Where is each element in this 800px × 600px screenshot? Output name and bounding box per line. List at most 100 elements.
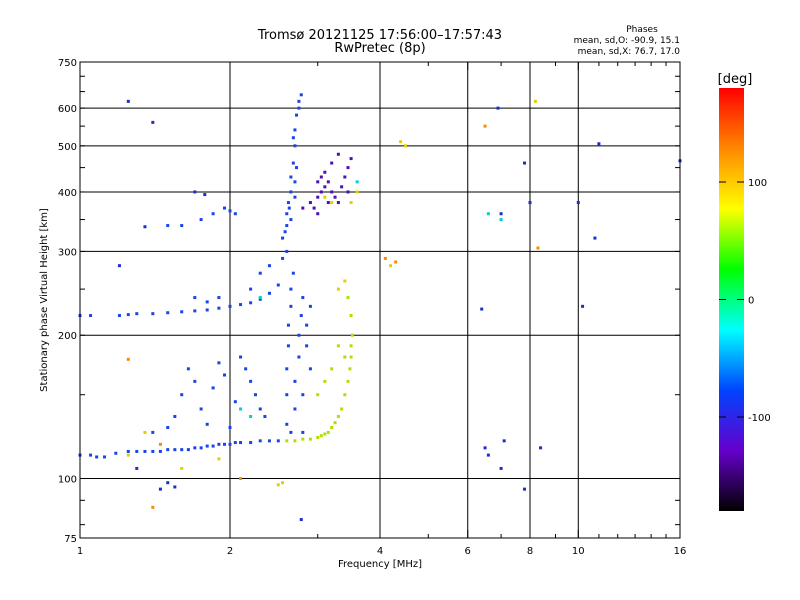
data-point [291, 271, 295, 275]
colorbar-ticks: 100 0 -100 [719, 178, 771, 424]
data-point [285, 393, 289, 397]
data-point [239, 441, 243, 445]
data-point [343, 355, 347, 359]
data-point [286, 344, 290, 348]
data-point [281, 481, 285, 485]
data-point [166, 448, 170, 452]
data-point [103, 455, 107, 459]
data-point [499, 212, 503, 216]
data-point [193, 379, 197, 383]
data-point [293, 180, 297, 184]
data-point [289, 304, 293, 308]
y-axis-label: Stationary phase Virtual Height [km] [39, 208, 50, 392]
data-point [597, 142, 601, 146]
data-point [286, 201, 290, 205]
data-point [301, 393, 305, 397]
data-point [297, 99, 301, 103]
data-point [126, 449, 130, 453]
data-point [295, 166, 299, 170]
data-point [267, 439, 271, 443]
data-point [186, 448, 190, 452]
data-point [394, 260, 398, 264]
data-point [496, 106, 500, 110]
data-point [217, 296, 221, 300]
data-point [297, 333, 301, 337]
data-point [323, 432, 327, 436]
data-point [333, 195, 337, 199]
data-point [333, 421, 337, 425]
data-point [316, 212, 320, 216]
colorbar-tick-label: 0 [748, 296, 754, 307]
data-point [173, 485, 177, 489]
data-point [349, 314, 353, 318]
data-point [319, 190, 323, 194]
data-point [343, 175, 347, 179]
data-point [258, 407, 262, 411]
data-point [114, 451, 118, 455]
data-point [193, 446, 197, 450]
data-point [249, 441, 253, 445]
y-tick-label: 500 [58, 142, 77, 153]
data-point [289, 430, 293, 434]
data-point [316, 180, 320, 184]
data-point [308, 437, 312, 441]
data-point [211, 386, 215, 390]
data-point [581, 304, 585, 308]
data-point [283, 230, 287, 234]
data-point [233, 400, 237, 404]
data-point [349, 344, 353, 348]
data-point [239, 477, 243, 481]
data-point [523, 161, 527, 165]
x-tick-label: 16 [674, 546, 687, 557]
data-point [249, 379, 253, 383]
data-point [336, 201, 340, 205]
data-point [293, 439, 297, 443]
data-point [336, 287, 340, 291]
data-point [350, 333, 354, 337]
data-point [199, 407, 203, 411]
data-point [326, 180, 330, 184]
data-point [593, 236, 597, 240]
data-point [289, 218, 293, 222]
data-point [293, 144, 297, 148]
data-point [158, 487, 162, 491]
data-point [349, 355, 353, 359]
data-point [389, 264, 393, 268]
data-point [533, 99, 537, 103]
data-point [166, 311, 170, 315]
data-point [151, 312, 155, 316]
data-point [95, 455, 99, 459]
data-point [323, 170, 327, 174]
data-point [126, 453, 130, 457]
x-tick-label: 2 [227, 546, 233, 557]
phase-stats-o: mean, sd,O: -90.9, 15.1 [574, 36, 680, 46]
data-point [180, 224, 184, 228]
data-point [233, 441, 237, 445]
data-point [319, 175, 323, 179]
data-point [336, 152, 340, 156]
data-point [135, 449, 139, 453]
data-point [217, 306, 221, 310]
data-point [180, 393, 184, 397]
data-point [228, 425, 232, 429]
data-point [258, 271, 262, 275]
data-point [346, 379, 350, 383]
data-point [348, 367, 352, 371]
data-point [349, 201, 353, 205]
data-point [151, 430, 155, 434]
x-tick-label: 1 [77, 546, 83, 557]
data-point [289, 287, 293, 291]
data-point [295, 113, 299, 117]
data-point [89, 453, 93, 457]
data-point [151, 120, 155, 124]
data-point [239, 407, 243, 411]
data-point [316, 195, 320, 199]
data-point [299, 518, 303, 522]
data-point [523, 487, 527, 491]
data-point [349, 157, 353, 161]
x-axis-ticks: 1 2 4 6 8 10 16 [77, 62, 687, 557]
data-point [205, 444, 209, 448]
data-point [289, 175, 293, 179]
data-point [316, 435, 320, 439]
data-point [267, 264, 271, 268]
